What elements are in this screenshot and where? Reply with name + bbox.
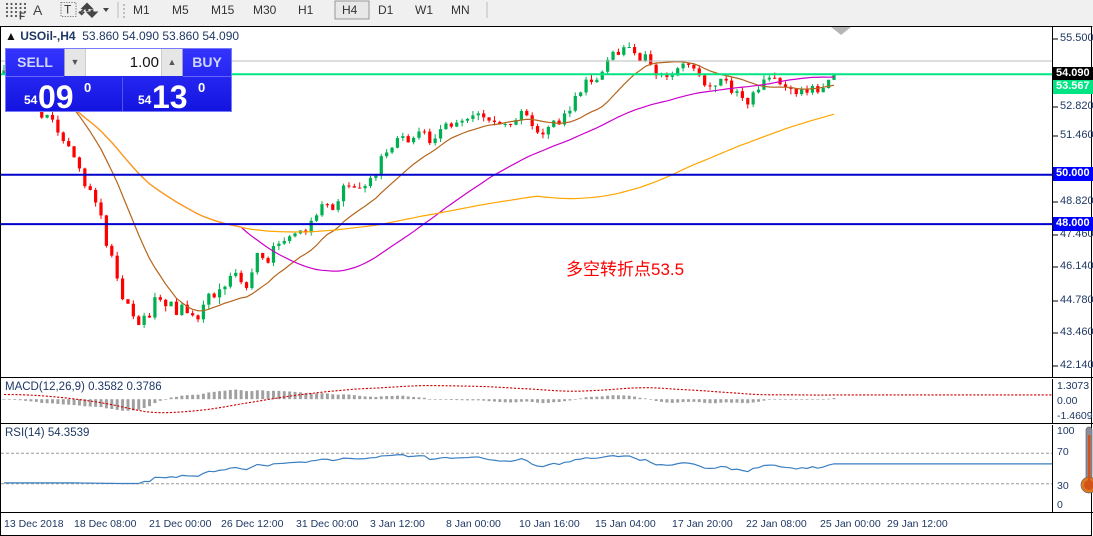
svg-text:M1: M1 [133, 3, 150, 17]
svg-text:H1: H1 [298, 3, 314, 17]
svg-text:M5: M5 [172, 3, 189, 17]
svg-text:A: A [33, 2, 43, 18]
svg-text:M15: M15 [211, 3, 235, 17]
svg-text:T: T [64, 3, 72, 17]
svg-text:MN: MN [451, 3, 470, 17]
svg-text:M30: M30 [253, 3, 277, 17]
svg-text:H4: H4 [342, 3, 358, 17]
svg-text:W1: W1 [415, 3, 433, 17]
svg-text:D1: D1 [378, 3, 394, 17]
svg-text:F: F [19, 12, 25, 21]
